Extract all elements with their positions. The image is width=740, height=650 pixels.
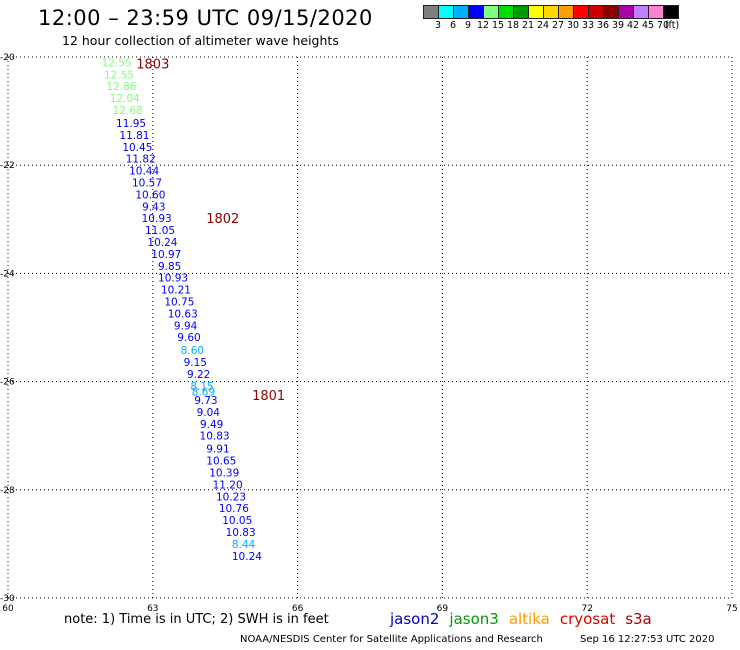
y-tick-label: -26 <box>0 378 15 388</box>
wave-height-label: 10.05 <box>222 515 252 527</box>
legend-swatch <box>663 5 679 19</box>
legend-tick-label: 18 <box>506 20 520 31</box>
satellite-label: cryosat <box>559 610 616 628</box>
wave-height-label: 11.82 <box>126 154 156 166</box>
wave-height-label: 10.44 <box>129 166 159 178</box>
legend-tick-labels: 3 6 9 12 15 18 21 24 27 30 33 36 39 42 45 70 (ft) <box>423 19 740 33</box>
wave-height-label: 10.97 <box>151 249 181 261</box>
legend-tick-label: 12 <box>476 20 490 31</box>
wave-height-label: 11.05 <box>145 225 175 237</box>
legend-swatches <box>423 5 740 19</box>
legend-tick-label: 42 <box>626 20 640 31</box>
x-tick-label: 60 <box>2 604 14 614</box>
wave-height-label: 9.15 <box>184 357 207 369</box>
legend-tick-label: 39 <box>611 20 625 31</box>
page-title: 12:00 – 23:59 UTC 09/15/2020 <box>38 6 373 30</box>
legend-tick-label: 3 <box>434 20 442 31</box>
time-label: 1801 <box>252 389 285 404</box>
wave-height-label: 12.55 <box>102 57 132 69</box>
legend-tick-label: 33 <box>581 20 595 31</box>
y-tick-label: -30 <box>0 594 15 604</box>
footnote: note: 1) Time is in UTC; 2) SWH is in fe… <box>64 612 329 627</box>
page-subtitle: 12 hour collection of altimeter wave hei… <box>62 33 339 48</box>
wave-height-label: 12.55 <box>104 69 134 81</box>
wave-height-label: 10.23 <box>216 491 246 503</box>
time-label: 1803 <box>136 57 169 72</box>
legend-tick-label: 36 <box>596 20 610 31</box>
wave-height-label: 9.73 <box>194 395 217 407</box>
x-tick-label: 63 <box>147 604 158 614</box>
legend-tick-label: 45 <box>641 20 655 31</box>
wave-height-label: 12.68 <box>113 105 143 117</box>
legend-tick-label: 70 <box>656 20 670 31</box>
wave-height-label: 9.91 <box>206 444 229 456</box>
satellite-label: s3a <box>625 610 652 628</box>
legend-tick-label: 27 <box>551 20 565 31</box>
wave-height-label: 10.83 <box>200 431 230 443</box>
wave-height-label: 10.24 <box>232 551 262 563</box>
wave-height-label: 10.21 <box>161 285 191 297</box>
timestamp-text: Sep 16 12:27:53 UTC 2020 <box>580 634 715 645</box>
wave-height-label: 8.60 <box>181 345 204 357</box>
legend-tick-label: 9 <box>464 20 472 31</box>
credit-text: NOAA/NESDIS Center for Satellite Applica… <box>240 634 543 645</box>
wave-height-label: 9.85 <box>158 261 181 273</box>
satellite-label: altika <box>508 610 550 628</box>
x-tick-label: 72 <box>581 604 592 614</box>
legend-tick-label: 15 <box>491 20 505 31</box>
x-tick-label: 69 <box>437 604 449 614</box>
wave-height-label: 10.83 <box>226 527 256 539</box>
wave-height-label: 10.60 <box>135 189 165 201</box>
wave-height-label: 12.04 <box>110 93 140 105</box>
wave-height-label: 10.24 <box>147 237 177 249</box>
wave-height-label: 10.93 <box>158 273 188 285</box>
y-tick-label: -28 <box>0 486 15 496</box>
satellite-legend: jason2 jason3 altika cryosat s3a <box>390 610 662 628</box>
legend-tick-label: 30 <box>566 20 580 31</box>
y-tick-label: -22 <box>0 161 15 171</box>
satellite-label: jason2 <box>390 610 440 628</box>
y-tick-label: -24 <box>0 269 15 279</box>
wave-height-label: 10.65 <box>206 456 236 468</box>
wave-height-label: 9.60 <box>177 332 200 344</box>
y-tick-label: -20 <box>0 53 15 63</box>
wave-height-label: 8.69 <box>192 386 215 398</box>
wave-height-label: 10.63 <box>168 308 198 320</box>
wave-height-label: 10.76 <box>219 503 249 515</box>
wave-height-label: 8.44 <box>232 539 256 551</box>
time-label: 1802 <box>206 212 239 227</box>
wave-height-label: 9.43 <box>142 201 165 213</box>
wave-height-label: 8.15 <box>190 381 213 393</box>
satellite-label: jason3 <box>449 610 499 628</box>
wave-height-label: 9.94 <box>174 320 198 332</box>
x-tick-label: 75 <box>726 604 737 614</box>
wave-height-label: 11.81 <box>119 130 149 142</box>
wave-height-label: 10.39 <box>209 467 239 479</box>
legend-tick-label: 6 <box>449 20 457 31</box>
x-tick-label: 66 <box>292 604 304 614</box>
wave-height-label: 12.86 <box>106 81 136 93</box>
wave-height-label: 10.93 <box>142 213 172 225</box>
legend-tick-label: 21 <box>521 20 535 31</box>
legend-tick-label: (ft) <box>664 20 680 31</box>
wave-height-label: 10.75 <box>164 297 194 309</box>
wave-height-label: 10.57 <box>132 178 162 190</box>
wave-height-label: 9.04 <box>197 407 221 419</box>
wave-height-label: 11.20 <box>213 479 243 491</box>
color-legend: 3 6 9 12 15 18 21 24 27 30 33 36 39 42 45 70 (ft) <box>423 5 740 33</box>
wave-height-label: 10.45 <box>122 142 152 154</box>
wave-height-label: 9.49 <box>200 419 223 431</box>
wave-height-label: 9.22 <box>187 369 210 381</box>
legend-tick-label: 24 <box>536 20 550 31</box>
wave-height-label: 11.95 <box>116 118 146 130</box>
